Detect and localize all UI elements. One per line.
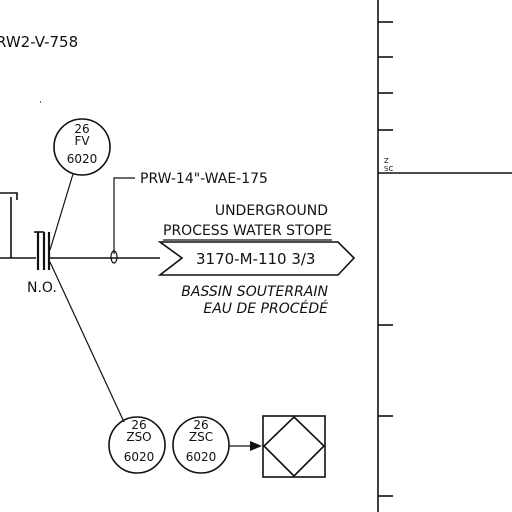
pipe-line-label: PRW-14"-WAE-175 bbox=[140, 171, 268, 187]
zsc-type: ZSC bbox=[189, 430, 213, 444]
offpage-french-line1: BASSIN SOUTERRAIN bbox=[181, 284, 328, 300]
zso-loop: 6020 bbox=[124, 450, 155, 464]
zsc-circle bbox=[172, 416, 230, 474]
fv-leader-line bbox=[49, 173, 74, 251]
zso-number: 26 bbox=[131, 418, 146, 432]
zso-type: ZSO bbox=[126, 430, 151, 444]
zsc-number: 26 bbox=[193, 418, 208, 432]
pipe-flange-mark bbox=[110, 250, 118, 264]
fv-circle bbox=[53, 118, 111, 176]
fv-type: FV bbox=[74, 134, 90, 148]
control-valve[interactable] bbox=[34, 231, 51, 270]
offpage-title-line1: UNDERGROUND bbox=[215, 203, 328, 219]
fv-number: 26 bbox=[74, 122, 89, 136]
line-label-top: RW2-V-758 bbox=[0, 33, 78, 51]
instrument-zsc[interactable]: 26 ZSC 6020 bbox=[172, 416, 230, 474]
interlock-diamond-box[interactable] bbox=[262, 415, 326, 478]
offpage-connector[interactable] bbox=[157, 241, 356, 276]
offpage-french-line2: EAU DE PROCÉDÉ bbox=[203, 300, 328, 317]
offpage-reference: 3170-M-110 3/3 bbox=[196, 250, 315, 268]
title-block-border bbox=[377, 0, 512, 512]
pipe-label-leader bbox=[113, 177, 135, 254]
fv-loop: 6020 bbox=[67, 152, 98, 166]
interlock-arrow-icon bbox=[250, 441, 262, 451]
zsc-loop: 6020 bbox=[186, 450, 217, 464]
title-block-fragment-sc: SC bbox=[384, 165, 393, 173]
instrument-fv[interactable]: 26 FV 6020 bbox=[53, 118, 111, 176]
offpage-title-line2: PROCESS WATER STOPE bbox=[163, 223, 332, 239]
pipe-stub-top bbox=[0, 192, 18, 200]
zso-circle bbox=[108, 416, 166, 474]
zso-leader-line bbox=[49, 261, 125, 423]
valve-position-label: N.O. bbox=[27, 280, 57, 296]
title-block-fragment-z: Z bbox=[384, 157, 389, 165]
instrument-zso[interactable]: 26 ZSO 6020 bbox=[108, 416, 166, 474]
